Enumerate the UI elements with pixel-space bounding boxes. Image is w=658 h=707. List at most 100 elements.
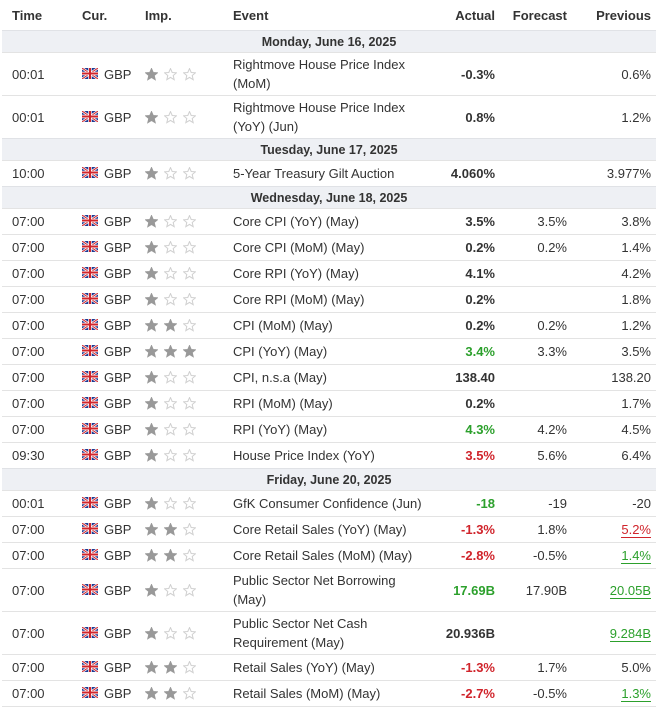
actual-value: 3.5% [465, 448, 495, 463]
previous-value: 1.8% [621, 292, 651, 307]
event-forecast: -19 [548, 496, 567, 511]
event-previous: 138.20 [567, 370, 651, 385]
event-actual: -2.7% [423, 686, 495, 701]
event-name[interactable]: Rightmove House Price Index (YoY) (Jun) [233, 100, 405, 134]
star-filled-icon [164, 523, 177, 536]
event-row[interactable]: 07:00 GBP CPI, n.s.a (May) 138.40 138.20 [2, 364, 656, 390]
event-row[interactable]: 07:00 GBP RPI (MoM) (May) 0.2% 1.7% [2, 390, 656, 416]
event-row[interactable]: 07:00 GBP CPI (MoM) (May) 0.2% 0.2% 1.2% [2, 312, 656, 338]
actual-value: 138.40 [455, 370, 495, 385]
uk-flag-icon [82, 396, 104, 411]
event-name[interactable]: RPI (MoM) (May) [233, 396, 333, 411]
event-row[interactable]: 07:00 GBP Core RPI (YoY) (May) 4.1% 4.2% [2, 260, 656, 286]
uk-flag-icon [82, 166, 104, 181]
event-time: 09:30 [12, 448, 45, 463]
star-filled-icon [183, 345, 196, 358]
event-forecast: 17.90B [525, 582, 567, 598]
previous-value: -20 [632, 496, 651, 511]
event-previous: 1.4% [567, 240, 651, 255]
importance-stars [137, 687, 227, 700]
previous-value: 1.4% [621, 240, 651, 255]
currency-cell: GBP [72, 396, 137, 411]
event-name[interactable]: Rightmove House Price Index (MoM) [233, 57, 405, 91]
event-row[interactable]: 07:00 GBP Public Sector Net Cash Requireme… [2, 611, 656, 654]
event-row[interactable]: 00:01 GBP Rightmove House Price Index (YoY… [2, 95, 656, 138]
event-row[interactable]: 07:00 GBP CPI (YoY) (May) 3.4% 3.3% 3.5% [2, 338, 656, 364]
event-row[interactable]: 09:30 GBP House Price Index (YoY) 3.5% 5.6% 6… [2, 442, 656, 468]
currency-code: GBP [104, 422, 132, 437]
event-actual: 3.5% [423, 214, 495, 229]
table-header: Time Cur. Imp. Event Actual Forecast Pre… [2, 0, 656, 30]
day-header: Monday, June 16, 2025 [2, 30, 656, 52]
event-name[interactable]: Core Retail Sales (YoY) (May) [233, 522, 407, 537]
header-importance[interactable]: Imp. [145, 7, 172, 23]
star-empty-icon [164, 241, 177, 254]
event-name[interactable]: Retail Sales (MoM) (May) [233, 686, 381, 701]
currency-cell: GBP [72, 522, 137, 537]
importance-stars [137, 167, 227, 180]
event-time: 07:00 [12, 522, 45, 537]
event-row[interactable]: 07:00 GBP Core CPI (MoM) (May) 0.2% 0.2% 1.4% [2, 234, 656, 260]
event-name[interactable]: CPI, n.s.a (May) [233, 370, 327, 385]
event-row[interactable]: 07:00 GBP Core Retail Sales (MoM) (May) -2.… [2, 542, 656, 568]
star-filled-icon [145, 293, 158, 306]
uk-flag-icon [82, 318, 104, 333]
star-empty-icon [183, 449, 196, 462]
event-name[interactable]: Public Sector Net Cash Requirement (May) [233, 616, 368, 650]
currency-code: GBP [104, 266, 132, 281]
star-filled-icon [145, 687, 158, 700]
event-name[interactable]: Public Sector Net Borrowing (May) [233, 573, 396, 607]
header-time[interactable]: Time [12, 7, 43, 23]
event-name[interactable]: Core RPI (MoM) (May) [233, 292, 365, 307]
event-row[interactable]: 07:00 GBP Core Retail Sales (YoY) (May) -1.… [2, 516, 656, 542]
event-row[interactable]: 00:01 GBP Rightmove House Price Index (MoM… [2, 52, 656, 95]
event-previous: 0.6% [567, 67, 651, 82]
currency-code: GBP [104, 214, 132, 229]
star-empty-icon [183, 423, 196, 436]
event-actual: -0.3% [423, 67, 495, 82]
star-empty-icon [164, 293, 177, 306]
event-row[interactable]: 07:00 GBP Retail Sales (YoY) (May) -1.3% 1.7… [2, 654, 656, 680]
event-row[interactable]: 07:00 GBP Retail Sales (MoM) (May) -2.7% -0.… [2, 680, 656, 706]
currency-cell: GBP [72, 370, 137, 385]
star-empty-icon [164, 626, 177, 640]
event-row[interactable]: 07:00 GBP Core CPI (YoY) (May) 3.5% 3.5% 3.8% [2, 208, 656, 234]
header-currency[interactable]: Cur. [82, 7, 108, 23]
event-name[interactable]: RPI (YoY) (May) [233, 422, 328, 437]
event-row[interactable]: 07:00 GBP RPI (YoY) (May) 4.3% 4.2% 4.5% [2, 416, 656, 442]
event-previous: 5.0% [567, 660, 651, 675]
header-actual[interactable]: Actual [455, 7, 495, 23]
event-name[interactable]: 5-Year Treasury Gilt Auction [233, 166, 395, 181]
star-filled-icon [145, 549, 158, 562]
star-empty-icon [164, 371, 177, 384]
event-actual: 17.69B [423, 583, 495, 598]
event-time: 07:00 [12, 548, 45, 563]
event-row[interactable]: 07:00 GBP Public Sector Net Borrowing (May… [2, 568, 656, 611]
event-name[interactable]: Retail Sales (YoY) (May) [233, 660, 375, 675]
event-name[interactable]: Core CPI (YoY) (May) [233, 214, 359, 229]
star-filled-icon [145, 241, 158, 254]
importance-stars [137, 497, 227, 510]
event-row[interactable]: 10:00 GBP 5-Year Treasury Gilt Auction 4.06… [2, 160, 656, 186]
event-row[interactable]: 00:01 GBP GfK Consumer Confidence (Jun) -18… [2, 490, 656, 516]
currency-code: GBP [104, 625, 132, 641]
event-name[interactable]: CPI (MoM) (May) [233, 318, 333, 333]
event-previous: 4.5% [567, 422, 651, 437]
event-time: 07:00 [12, 396, 45, 411]
event-name[interactable]: GfK Consumer Confidence (Jun) [233, 496, 422, 511]
event-name[interactable]: House Price Index (YoY) [233, 448, 375, 463]
event-forecast: 3.5% [537, 214, 567, 229]
previous-value: 5.0% [621, 660, 651, 675]
event-name[interactable]: Core RPI (YoY) (May) [233, 266, 359, 281]
star-filled-icon [145, 497, 158, 510]
header-event[interactable]: Event [233, 7, 269, 23]
uk-flag-icon [82, 292, 104, 307]
event-previous: 1.2% [567, 110, 651, 125]
header-previous[interactable]: Previous [596, 7, 651, 23]
event-forecast: -0.5% [533, 548, 567, 563]
event-name[interactable]: CPI (YoY) (May) [233, 344, 328, 359]
event-row[interactable]: 07:00 GBP Core RPI (MoM) (May) 0.2% 1.8% [2, 286, 656, 312]
event-name[interactable]: Core Retail Sales (MoM) (May) [233, 548, 413, 563]
header-forecast[interactable]: Forecast [512, 7, 567, 23]
event-name[interactable]: Core CPI (MoM) (May) [233, 240, 365, 255]
